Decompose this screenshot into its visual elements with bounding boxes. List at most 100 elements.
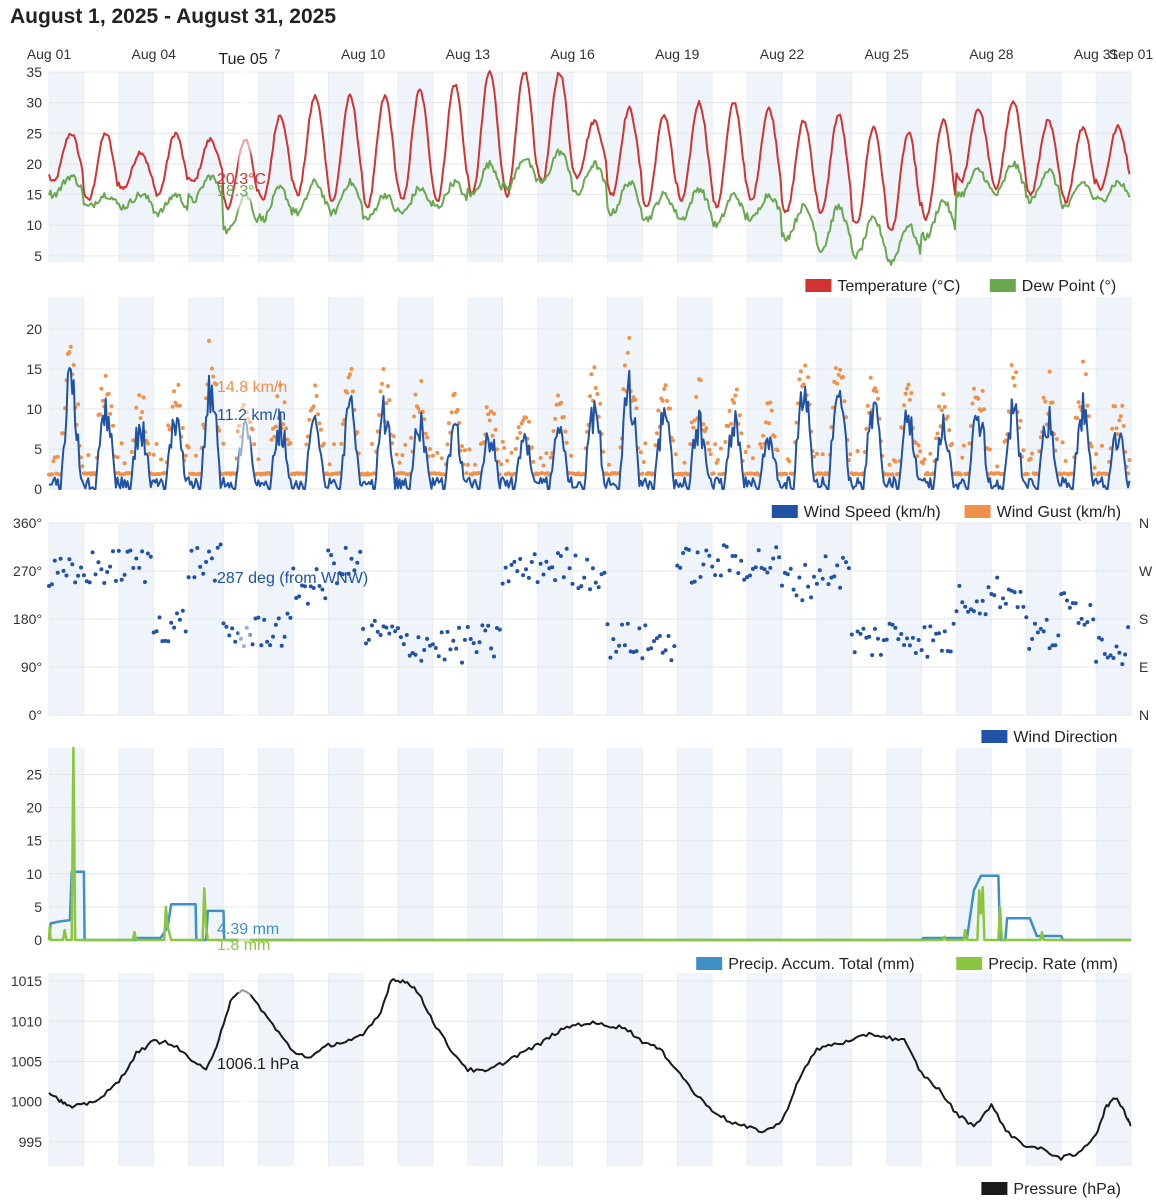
gust-point — [428, 447, 432, 451]
direction-point — [492, 654, 496, 659]
direction-point — [451, 638, 456, 643]
direction-point — [480, 623, 485, 628]
day-band — [747, 748, 782, 940]
direction-point — [375, 629, 380, 634]
direction-point — [119, 577, 124, 582]
direction-point — [422, 648, 427, 652]
gust-point — [733, 393, 738, 398]
gust-point — [737, 413, 742, 418]
y-tick-label: 270° — [13, 563, 42, 579]
direction-point — [343, 545, 348, 550]
gust-point — [86, 453, 91, 458]
gust-point — [625, 350, 630, 355]
legend-label: Pressure (hPa) — [1013, 1181, 1121, 1198]
gust-point — [832, 379, 837, 384]
direction-point — [99, 567, 104, 572]
gust-point — [926, 472, 931, 477]
direction-point — [436, 654, 441, 659]
gust-point — [284, 426, 289, 431]
tooltip-value: 14.8 km/h — [217, 379, 287, 396]
direction-point — [430, 642, 435, 647]
gust-point — [521, 418, 526, 423]
gust-point — [1094, 452, 1099, 456]
day-band — [886, 748, 922, 940]
gust-point — [739, 431, 744, 436]
direction-point — [893, 625, 898, 630]
direction-point — [55, 570, 60, 575]
gust-point — [134, 405, 139, 410]
gust-point — [958, 472, 963, 477]
direction-point — [442, 657, 447, 662]
direction-point — [425, 636, 430, 641]
tooltip-value: 1006.1 hPa — [217, 1056, 299, 1073]
gust-point — [486, 412, 491, 417]
gust-point — [396, 471, 400, 476]
direction-point — [608, 655, 613, 660]
legend-label: Precip. Accum. Total (mm) — [728, 956, 914, 973]
gust-point — [939, 408, 944, 413]
direction-point — [157, 615, 162, 620]
direction-point — [474, 650, 479, 655]
direction-point — [407, 653, 412, 658]
gust-point — [704, 426, 709, 431]
direction-point — [201, 571, 206, 576]
gust-point — [430, 453, 435, 458]
direction-point — [518, 557, 523, 561]
gust-point — [993, 471, 998, 476]
direction-point — [460, 660, 464, 665]
direction-point — [861, 626, 866, 631]
gust-point — [1021, 448, 1026, 453]
direction-point — [378, 633, 383, 637]
page-title: August 1, 2025 - August 31, 2025 — [10, 5, 337, 28]
gust-point — [471, 471, 476, 476]
direction-point — [404, 633, 409, 637]
gust-point — [798, 369, 803, 374]
direction-point — [838, 585, 843, 590]
legend-swatch — [981, 730, 1008, 743]
x-tick-label: Aug 10 — [341, 46, 386, 62]
direction-point — [544, 559, 549, 564]
direction-point — [1120, 662, 1125, 667]
gust-point — [221, 441, 226, 446]
gust-point — [465, 462, 470, 467]
gust-point — [592, 365, 597, 370]
gust-point — [531, 459, 536, 464]
gust-point — [960, 455, 965, 460]
direction-point — [529, 560, 534, 564]
direction-point — [58, 556, 63, 561]
direction-point — [90, 550, 95, 555]
gust-point — [544, 451, 549, 456]
direction-point — [1111, 656, 1116, 660]
day-band — [467, 973, 503, 1166]
direction-point — [937, 631, 941, 636]
direction-point — [1035, 630, 1040, 635]
gust-point — [830, 405, 835, 410]
direction-point — [1012, 590, 1017, 595]
day-band — [258, 748, 294, 940]
gust-point — [662, 387, 667, 391]
direction-point — [390, 624, 395, 629]
gust-point — [820, 452, 825, 457]
gust-point — [464, 471, 469, 476]
direction-point — [1091, 617, 1096, 622]
gust-point — [538, 456, 543, 460]
gust-point — [1047, 369, 1052, 374]
gust-point — [634, 406, 639, 411]
direction-point — [841, 555, 845, 560]
gust-point — [490, 433, 495, 438]
gust-point — [716, 458, 720, 462]
gust-point — [499, 462, 504, 467]
direction-point — [1001, 596, 1005, 601]
gust-point — [548, 455, 553, 460]
direction-point — [500, 581, 505, 586]
gust-point — [462, 448, 467, 453]
direction-point — [1056, 633, 1061, 638]
direction-point — [963, 604, 968, 609]
gust-point — [746, 444, 751, 449]
direction-point — [657, 634, 662, 638]
direction-point — [948, 649, 953, 654]
direction-point — [1088, 603, 1093, 607]
direction-point — [570, 581, 575, 586]
direction-point — [524, 567, 528, 572]
